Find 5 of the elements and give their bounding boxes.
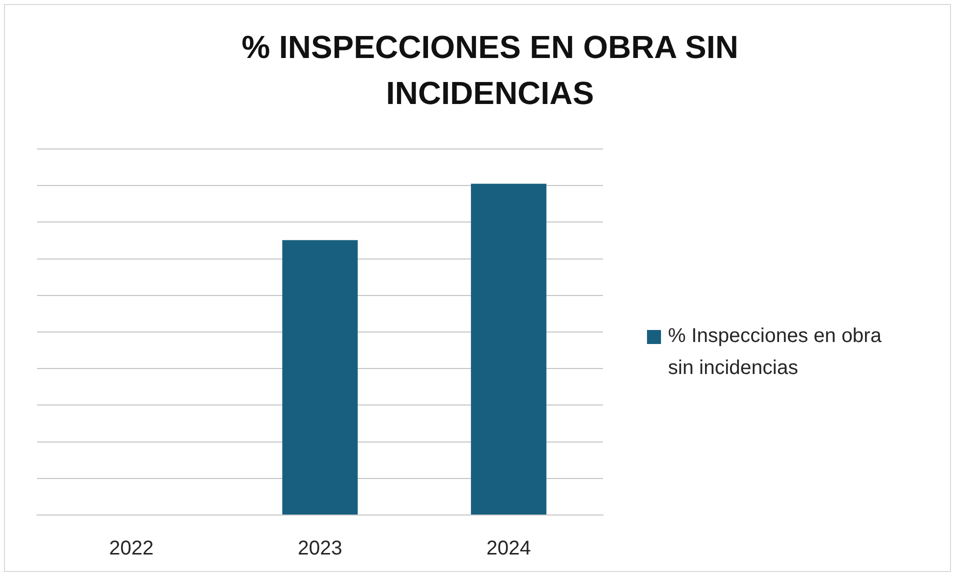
x-tick-label: 2024 xyxy=(486,538,531,560)
x-tick-label: 2023 xyxy=(298,538,342,560)
legend-label: % Inspecciones en obra sin incidencias xyxy=(668,324,882,381)
chart-title: % INSPECCIONES EN OBRA SIN INCIDENCIAS xyxy=(240,28,740,113)
x-tick-label: 2022 xyxy=(109,538,154,560)
